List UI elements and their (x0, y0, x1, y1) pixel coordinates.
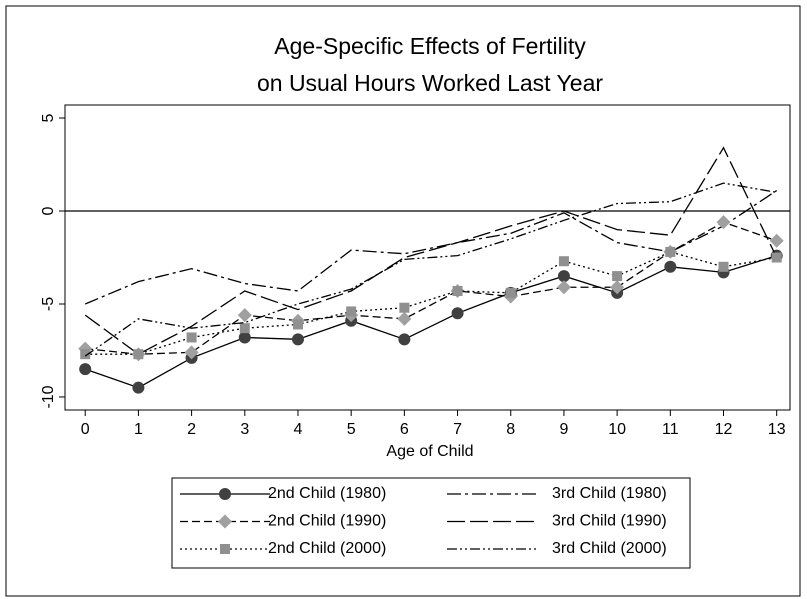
marker (184, 345, 199, 360)
plot-frame (64, 104, 791, 411)
marker (239, 323, 250, 334)
x-tick-label: 2 (187, 421, 196, 438)
y-tick-label: -5 (40, 297, 57, 311)
series-line (85, 221, 777, 355)
marker (505, 287, 516, 298)
y-tick-label: 0 (40, 206, 57, 215)
x-tick-label: 3 (240, 421, 249, 438)
x-tick-label: 9 (559, 421, 568, 438)
series-line (84, 182, 777, 357)
marker (398, 333, 411, 346)
marker (451, 307, 464, 320)
legend-marker (220, 544, 230, 554)
chart-title: on Usual Hours Worked Last Year (257, 70, 603, 96)
marker (610, 280, 625, 295)
marker (718, 261, 729, 272)
legend-label: 2nd Child (1980) (268, 485, 386, 502)
marker (399, 302, 410, 313)
series-line (84, 146, 778, 355)
marker (397, 311, 412, 326)
marker (132, 381, 145, 394)
marker (346, 306, 357, 317)
marker (612, 271, 623, 282)
marker (186, 332, 197, 343)
marker (716, 215, 731, 230)
legend-label: 3rd Child (1980) (552, 485, 667, 502)
x-tick-label: 13 (768, 421, 786, 438)
x-tick-label: 12 (715, 421, 733, 438)
marker (771, 252, 782, 263)
marker (452, 285, 463, 296)
x-tick-label: 0 (81, 421, 90, 438)
legend-label: 3rd Child (2000) (552, 540, 667, 557)
x-tick-label: 10 (608, 421, 626, 438)
y-tick-label: 5 (40, 113, 57, 122)
series-line (84, 255, 777, 389)
marker (133, 349, 144, 360)
x-tick-label: 6 (400, 421, 409, 438)
x-axis-label: Age of Child (386, 443, 473, 460)
legend-marker (219, 488, 231, 500)
marker (237, 308, 252, 323)
x-tick-label: 7 (453, 421, 462, 438)
series-line (84, 190, 778, 305)
marker (556, 280, 571, 295)
legend-box (171, 477, 691, 569)
y-tick-label: -10 (40, 385, 57, 408)
x-tick-label: 8 (506, 421, 515, 438)
marker (558, 256, 569, 267)
marker (665, 246, 676, 257)
marker (291, 333, 304, 346)
marker (238, 331, 251, 344)
legend-label: 3rd Child (1990) (552, 513, 667, 530)
legend-marker (218, 514, 232, 529)
legend-label: 2nd Child (1990) (268, 513, 386, 530)
legend-label: 2nd Child (2000) (268, 540, 386, 557)
marker (557, 270, 570, 283)
marker (664, 260, 677, 273)
x-tick-label: 5 (347, 421, 356, 438)
marker (79, 363, 92, 376)
x-tick-label: 4 (294, 421, 303, 438)
x-tick-label: 1 (134, 421, 143, 438)
marker (80, 349, 91, 360)
chart-title: Age-Specific Effects of Fertility (274, 33, 586, 59)
marker (292, 319, 303, 330)
x-tick-label: 11 (662, 421, 679, 438)
marker (769, 233, 784, 248)
